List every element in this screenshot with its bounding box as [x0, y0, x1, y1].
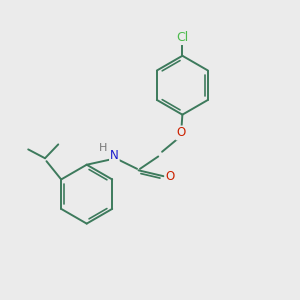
Text: H: H	[99, 142, 107, 153]
Text: Cl: Cl	[176, 31, 188, 44]
Text: N: N	[110, 149, 119, 162]
Text: O: O	[176, 126, 185, 140]
Text: O: O	[165, 170, 175, 183]
